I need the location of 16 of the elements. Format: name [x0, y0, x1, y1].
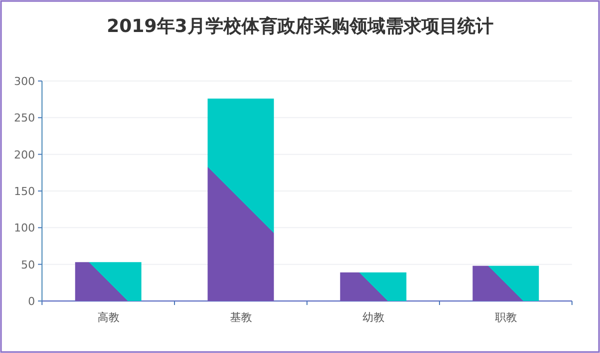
y-tick-label: 300	[14, 75, 35, 88]
x-tick-label: 幼教	[362, 311, 384, 324]
x-tick-label: 职教	[494, 311, 517, 324]
x-tick-label: 基教	[230, 311, 252, 324]
y-tick-label: 100	[14, 222, 35, 235]
y-tick-label: 200	[14, 148, 35, 162]
bar	[75, 262, 142, 301]
bar	[340, 272, 406, 301]
bar	[208, 98, 274, 301]
x-tick-label: 高教	[97, 311, 120, 324]
y-tick-label: 250	[14, 112, 35, 125]
y-tick-label: 150	[14, 185, 35, 198]
bar	[472, 266, 539, 301]
y-tick-label: 0	[28, 295, 35, 308]
y-tick-label: 50	[21, 258, 35, 272]
chart-title: 2019年3月学校体育政府采购领域需求项目统计	[106, 15, 494, 37]
